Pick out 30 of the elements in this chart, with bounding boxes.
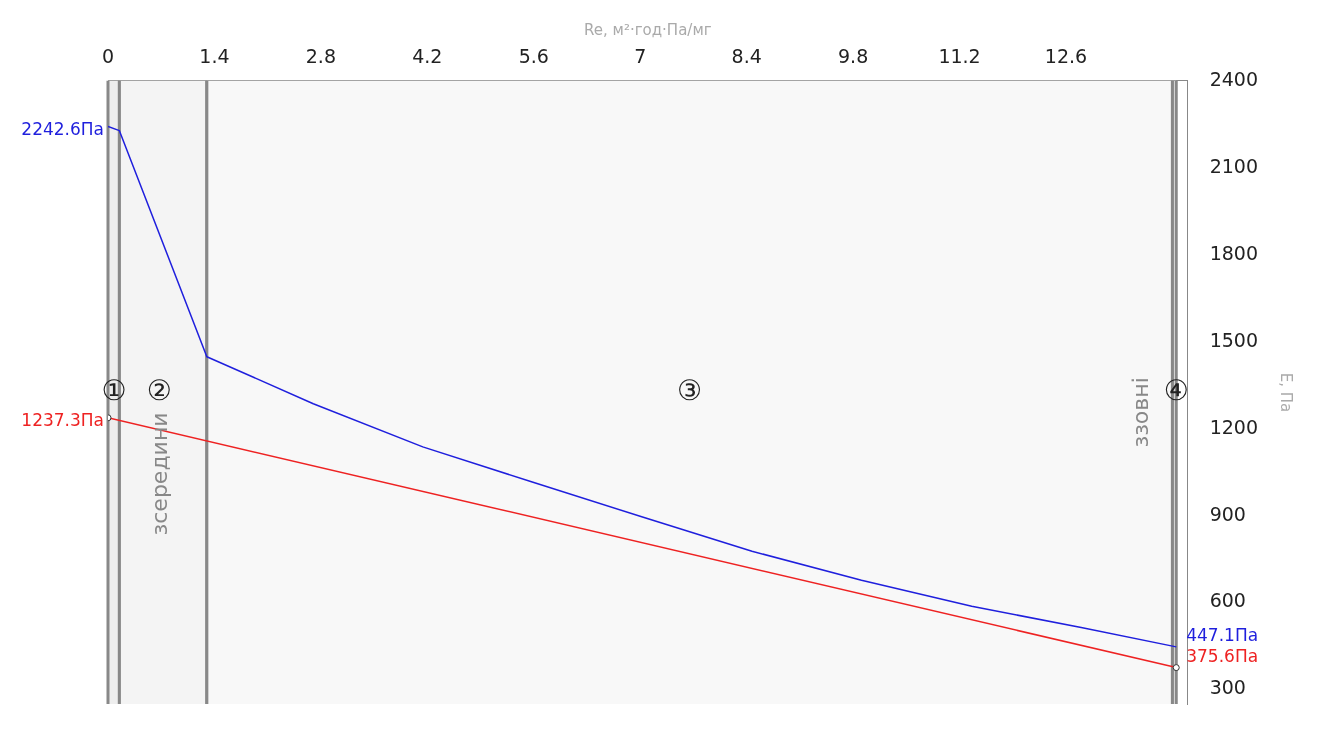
x-tick-label: 0	[101, 45, 115, 68]
y-tick-label: 1500	[1209, 328, 1259, 351]
band-label: ④	[1163, 373, 1189, 407]
annotation: зсередини	[147, 412, 173, 536]
x-tick-label: 7	[634, 45, 647, 68]
band-label: ③	[677, 373, 703, 407]
y-tick-label: 1200	[1209, 415, 1259, 438]
y-tick-label: 2400	[1209, 67, 1259, 90]
y-tick-label: 600	[1209, 589, 1246, 612]
y-tick-label: 300	[1209, 676, 1246, 699]
x-tick-label: 2.8	[305, 45, 336, 68]
x-tick-label: 9.8	[838, 45, 869, 68]
y-tick-label: 900	[1209, 502, 1246, 525]
x-tick-label: 12.6	[1044, 45, 1088, 68]
x-tick-label: 8.4	[731, 45, 762, 68]
x-tick-label: 11.2	[938, 45, 981, 68]
y-axis-title: E, Па	[1277, 372, 1296, 413]
data-label: 2242.6Па	[21, 118, 104, 139]
x-tick-label: 4.2	[412, 45, 443, 68]
x-tick-label: 1.4	[199, 45, 230, 68]
data-label: 1237.3Па	[21, 410, 104, 431]
y-tick-label: 1800	[1209, 241, 1259, 264]
x-axis-title: Re, м²·год·Па/мг	[584, 20, 712, 39]
data-label: 447.1Па	[1186, 625, 1259, 646]
data-label: 375.6Па	[1186, 646, 1259, 667]
band-label: ①	[101, 373, 127, 407]
x-tick-label: 5.6	[518, 45, 549, 68]
band-label: ②	[146, 373, 172, 407]
y-tick-label: 2100	[1209, 154, 1259, 177]
annotation: ззовні	[1128, 377, 1154, 448]
